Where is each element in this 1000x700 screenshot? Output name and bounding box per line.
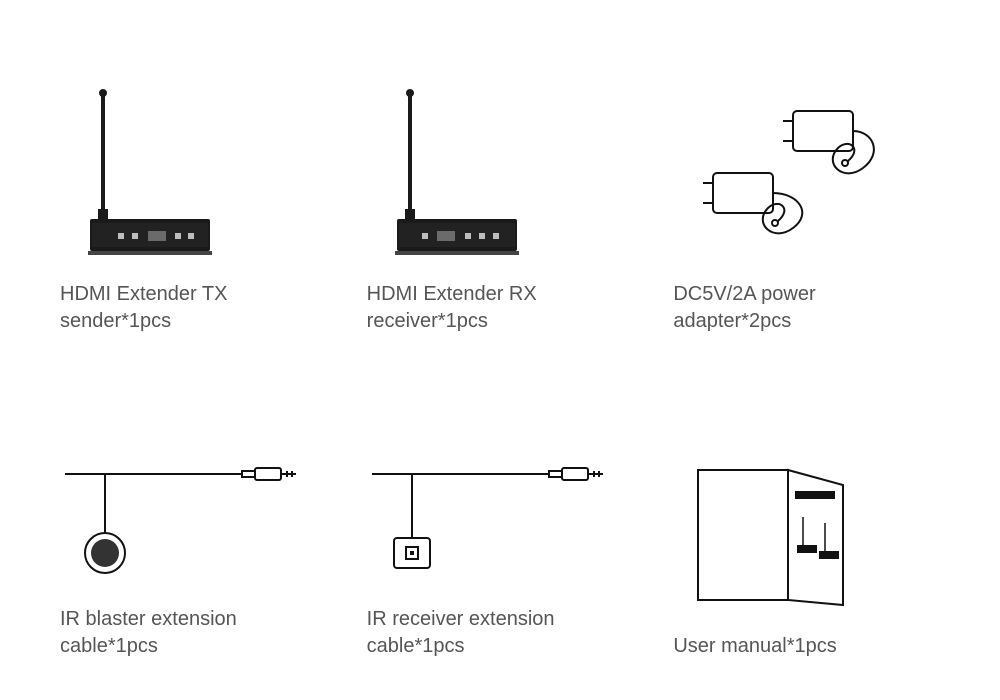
cell-ir-blaster: IR blaster extension cable*1pcs (60, 365, 327, 660)
cell-user-manual: User manual*1pcs (673, 365, 940, 660)
ir-blaster-icon (60, 398, 327, 588)
hdmi-tx-label: HDMI Extender TX sender*1pcs (60, 281, 227, 335)
label-line: IR receiver extension (367, 608, 555, 630)
ir-receiver-label: IR receiver extension cable*1pcs (367, 606, 555, 660)
label-line: HDMI Extender RX (367, 283, 537, 305)
cell-ir-receiver: IR receiver extension cable*1pcs (367, 365, 634, 660)
label-line: DC5V/2A power (673, 283, 815, 305)
power-adapter-label: DC5V/2A power adapter*2pcs (673, 281, 815, 335)
label-line: sender*1pcs (60, 310, 171, 332)
hdmi-tx-icon (60, 73, 327, 263)
cell-hdmi-tx: HDMI Extender TX sender*1pcs (60, 40, 327, 335)
ir-blaster-label: IR blaster extension cable*1pcs (60, 606, 237, 660)
label-line: receiver*1pcs (367, 310, 488, 332)
label-line: adapter*2pcs (673, 310, 791, 332)
user-manual-label: User manual*1pcs (673, 633, 836, 660)
power-adapter-icon (673, 73, 940, 263)
user-manual-icon (673, 425, 940, 615)
hdmi-rx-label: HDMI Extender RX receiver*1pcs (367, 281, 537, 335)
cell-power-adapter: DC5V/2A power adapter*2pcs (673, 40, 940, 335)
label-line: User manual*1pcs (673, 635, 836, 657)
hdmi-rx-icon (367, 73, 634, 263)
cell-hdmi-rx: HDMI Extender RX receiver*1pcs (367, 40, 634, 335)
label-line: IR blaster extension (60, 608, 237, 630)
label-line: cable*1pcs (367, 635, 465, 657)
label-line: HDMI Extender TX (60, 283, 227, 305)
ir-receiver-icon (367, 398, 634, 588)
label-line: cable*1pcs (60, 635, 158, 657)
package-contents-grid: HDMI Extender TX sender*1pcs HDMI Exten (0, 0, 1000, 700)
